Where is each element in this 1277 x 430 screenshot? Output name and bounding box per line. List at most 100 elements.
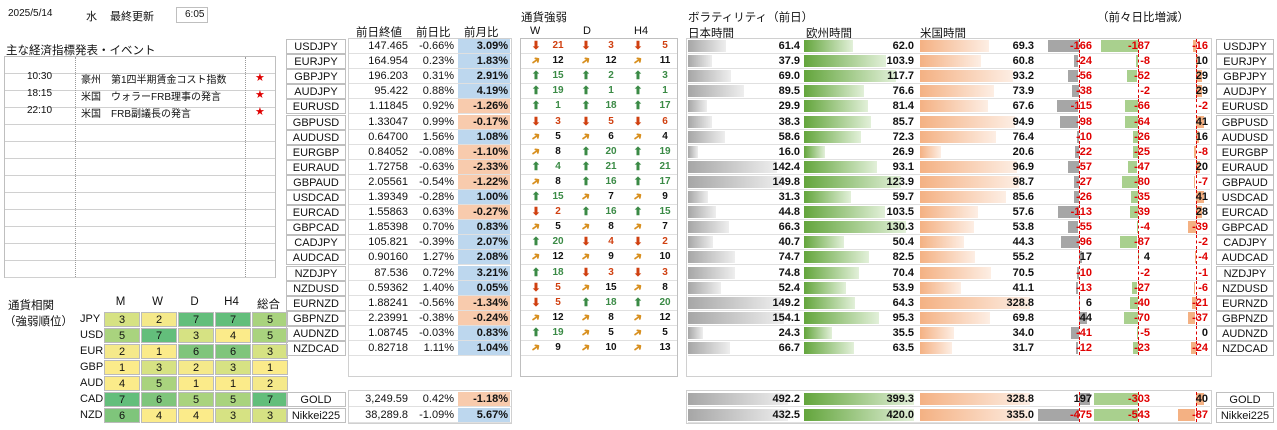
vol-us-bar [920, 393, 1030, 405]
strength-h4-rank: 20 [659, 297, 671, 308]
delta-zero-line [1079, 296, 1080, 310]
vol-us-bar [920, 191, 1006, 203]
delta-jp-bar [1060, 116, 1078, 128]
corr-cell: 1 [141, 344, 177, 359]
vol-us-bar [920, 85, 994, 97]
delta-us-bar [1193, 40, 1196, 52]
delta-us-bar [1194, 146, 1196, 158]
vol-eu-bar [804, 236, 844, 248]
row-divider [348, 98, 512, 99]
row-divider [520, 295, 678, 296]
strength-w-rank: 4 [555, 161, 561, 172]
row-divider [688, 406, 1210, 407]
event-row [5, 261, 275, 278]
month-change-bg [458, 175, 510, 190]
vol-jp: 24.3 [778, 327, 800, 339]
vol-eu-bar [804, 131, 861, 143]
delta-us: 28 [1195, 206, 1208, 218]
vol-jp: 52.4 [778, 282, 800, 294]
strength-w-rank: 20 [552, 236, 564, 247]
row-divider [348, 340, 512, 341]
row-divider [688, 310, 1210, 311]
delta-us: 0 [1201, 327, 1208, 339]
delta-eu-bar [1128, 161, 1137, 173]
strength-w-rank: 15 [552, 191, 564, 202]
vol-jp: 61.4 [778, 40, 800, 52]
pair-label: AUDUSD [286, 130, 346, 145]
delta-eu-bar [1136, 55, 1138, 67]
delta-eu: -4 [1140, 221, 1150, 233]
corr-title: 通貨相関 [8, 300, 54, 312]
delta-us: -1 [1198, 267, 1208, 279]
event-time: 10:30 [27, 71, 53, 82]
corr-currency: GBP [80, 361, 104, 373]
row-divider [520, 234, 678, 235]
vol-jp-bar [688, 393, 788, 405]
strength-h4-rank: 17 [659, 100, 671, 111]
delta-zero-line [1196, 296, 1197, 310]
corr-header: 総合 [257, 299, 280, 311]
vol-us: 335.0 [1006, 409, 1034, 421]
vol-jp-bar [688, 297, 781, 309]
pair-label-right: EURUSD [1216, 99, 1274, 114]
delta-jp: -98 [1076, 116, 1092, 128]
corr-cell: 3 [215, 408, 251, 423]
vol-jp: 66.3 [778, 221, 800, 233]
delta-us-bar [1192, 297, 1196, 309]
delta-zero-line [1138, 205, 1139, 219]
delta-jp-bar [1075, 146, 1079, 158]
vol-eu-bar [804, 327, 832, 339]
vol-eu: 53.9 [892, 282, 914, 294]
day-change: 0.63% [422, 206, 454, 218]
delta-zero-line [1079, 341, 1080, 355]
month-change-bg [458, 220, 510, 235]
delta-zero-line [1138, 99, 1139, 113]
delta-zero-line [1079, 69, 1080, 83]
delta-zero-line [1079, 160, 1080, 174]
strength-h4-rank: 3 [662, 70, 668, 81]
vol-jp-bar [688, 327, 703, 339]
close-value: 0.84052 [368, 146, 408, 158]
vol-eu-bar [804, 85, 864, 97]
row-divider [520, 280, 678, 281]
header-w: W [530, 25, 541, 37]
corr-cell: 1 [104, 360, 140, 375]
month-change-bg [458, 296, 510, 311]
delta-us: 16 [1195, 131, 1208, 143]
event-row [5, 193, 275, 210]
delta-zero-line [1196, 39, 1197, 53]
month-change: 1.08% [476, 131, 508, 143]
month-change-bg [458, 160, 510, 175]
delta-jp: -13 [1076, 282, 1092, 294]
strength-w-rank: 3 [555, 116, 561, 127]
strength-h4-rank: 19 [659, 146, 671, 157]
month-change-bg [458, 311, 510, 326]
delta-jp-bar [1068, 221, 1078, 233]
day-change: 1.56% [422, 131, 454, 143]
close-value: 2.05561 [368, 176, 408, 188]
delta-eu-bar [1120, 236, 1137, 248]
row-divider [688, 234, 1210, 235]
date: 2025/5/14 [8, 8, 53, 19]
pair-label: CADJPY [286, 235, 346, 250]
delta-us: -6 [1198, 282, 1208, 294]
month-change: 3.21% [476, 267, 508, 279]
pair-label: NZDCAD [286, 341, 346, 356]
header-delta: （前々日比増減） [1097, 12, 1189, 24]
corr-currency: CAD [80, 393, 104, 405]
delta-zero-line [1196, 160, 1197, 174]
strength-w-rank: 5 [555, 282, 561, 293]
row-divider [520, 159, 678, 160]
strength-d-rank: 2 [608, 70, 614, 81]
pair-label: GBPAUD [286, 175, 346, 190]
vol-us-bar [920, 146, 941, 158]
pair-label: GBPUSD [286, 115, 346, 130]
delta-jp: 44 [1079, 312, 1092, 324]
header-jp: 日本時間 [688, 28, 734, 40]
day-change: 0.88% [422, 85, 454, 97]
strength-w-icon: ⬇ [531, 206, 541, 218]
strength-d-rank: 8 [608, 312, 614, 323]
row-divider [520, 98, 678, 99]
corr-cell: 5 [215, 392, 251, 407]
delta-jp-bar [1076, 282, 1078, 294]
